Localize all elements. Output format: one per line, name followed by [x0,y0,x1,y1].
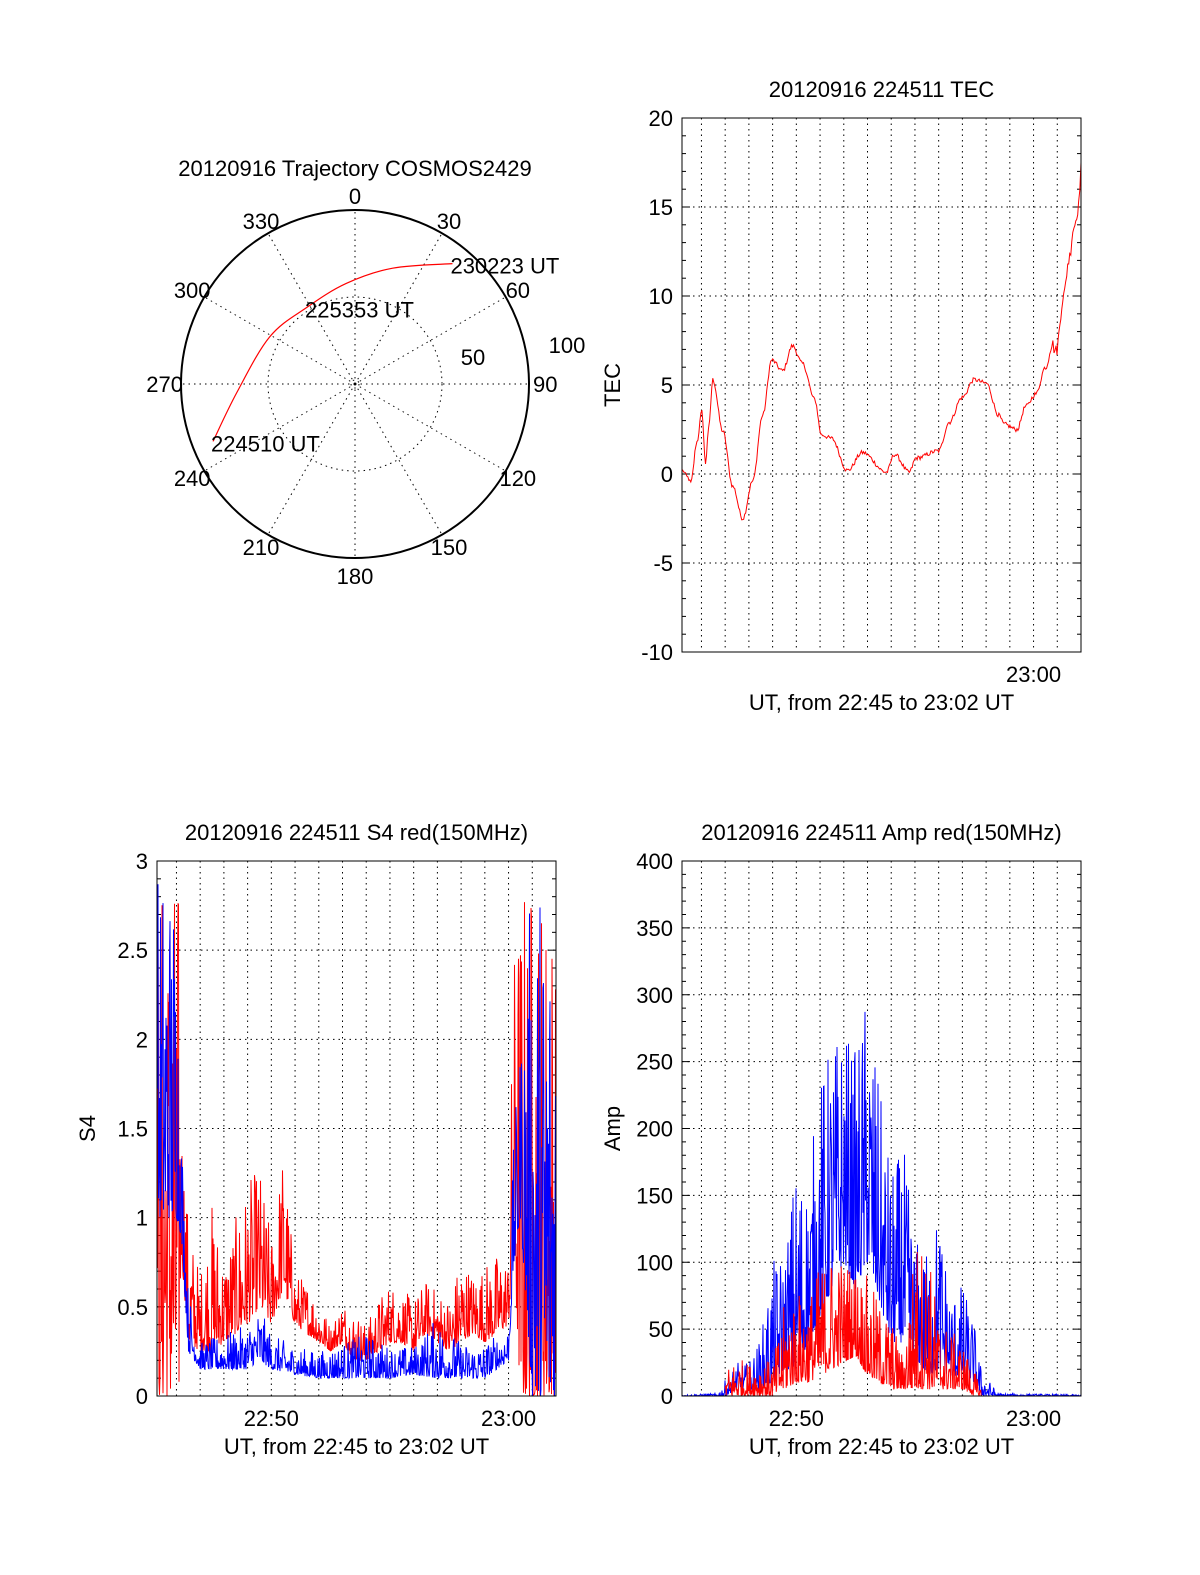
azimuth-label: 240 [174,466,211,491]
tec-plot-title: 20120916 224511 TEC [769,77,995,102]
plot-frame [681,117,1082,653]
y-tick-label: 2.5 [117,938,148,963]
trajectory-line [212,263,453,442]
radial-label: 100 [549,333,586,358]
y-tick-label: 20 [649,106,673,131]
trajectory-time-label: 230223 UT [450,254,559,279]
x-tick-label: 23:00 [481,1406,536,1431]
y-tick-label: 400 [636,849,673,874]
y-tick-label: 3 [136,849,148,874]
x-tick-label: 23:00 [1006,1406,1061,1431]
amp-plot [681,860,1082,1397]
plot-frame [681,860,1082,1397]
azimuth-label: 120 [499,466,536,491]
tec-plot [681,117,1082,653]
y-axis-label: Amp [600,1106,625,1151]
s4-plot [156,860,557,1397]
polar-spoke [354,383,506,472]
s4-plot-title: 20120916 224511 S4 red(150MHz) [185,820,528,845]
azimuth-label: 180 [337,564,374,589]
azimuth-label: 90 [533,372,557,397]
y-tick-label: 300 [636,983,673,1008]
azimuth-label: 270 [146,372,183,397]
azimuth-label: 330 [243,209,280,234]
y-axis-label: S4 [75,1115,100,1142]
y-tick-label: 5 [661,373,673,398]
x-axis-label: UT, from 22:45 to 23:02 UT [749,1434,1014,1459]
y-tick-label: 150 [636,1183,673,1208]
y-tick-label: 2 [136,1027,148,1052]
polar-ring-50 [267,296,443,472]
x-axis-label: UT, from 22:45 to 23:02 UT [749,690,1014,715]
azimuth-label: 210 [243,535,280,560]
polar-spoke [354,296,506,385]
azimuth-label: 300 [174,278,211,303]
y-tick-label: 15 [649,195,673,220]
y-tick-label: 350 [636,916,673,941]
azimuth-label: 60 [506,278,530,303]
y-tick-label: 1 [136,1206,148,1231]
polar-spoke [267,383,356,535]
azimuth-label: 30 [437,209,461,234]
trajectory-time-label: 225353 UT [305,297,414,322]
polar-spoke [204,296,356,385]
polar-spoke [267,233,356,385]
polar-spoke [354,383,443,535]
polar-title: 20120916 Trajectory COSMOS2429 [178,156,531,181]
y-tick-label: 10 [649,284,673,309]
y-tick-label: 0 [661,462,673,487]
series-line-TEC [682,162,1081,521]
series-line-blue [682,1011,1081,1396]
y-tick-label: 100 [636,1250,673,1275]
azimuth-label: 150 [431,535,468,560]
series-line-red [724,1251,982,1396]
y-tick-label: -10 [641,640,673,665]
polar-spoke [354,233,443,385]
y-tick-label: 0 [661,1384,673,1409]
y-axis-label: TEC [600,363,625,407]
x-tick-label: 23:00 [1006,662,1061,687]
y-tick-label: -5 [653,551,673,576]
amp-plot-title: 20120916 224511 Amp red(150MHz) [701,820,1061,845]
polar-outer-ring [180,209,530,559]
x-axis-label: UT, from 22:45 to 23:02 UT [224,1434,489,1459]
x-tick-label: 22:50 [769,1406,824,1431]
series-line-blue [157,884,556,1396]
y-tick-label: 1.5 [117,1117,148,1142]
polar-center-ring [350,379,360,389]
trajectory-time-label: 224510 UT [211,431,320,456]
polar-trajectory-plot [180,209,530,559]
y-tick-label: 250 [636,1050,673,1075]
y-tick-label: 0 [136,1384,148,1409]
y-tick-label: 50 [649,1317,673,1342]
y-tick-label: 200 [636,1117,673,1142]
y-tick-label: 0.5 [117,1295,148,1320]
radial-label: 50 [461,345,485,370]
polar-spoke [204,383,356,472]
series-line-red [157,902,556,1396]
x-tick-label: 22:50 [244,1406,299,1431]
plot-frame [156,860,557,1397]
azimuth-label: 0 [349,184,361,209]
